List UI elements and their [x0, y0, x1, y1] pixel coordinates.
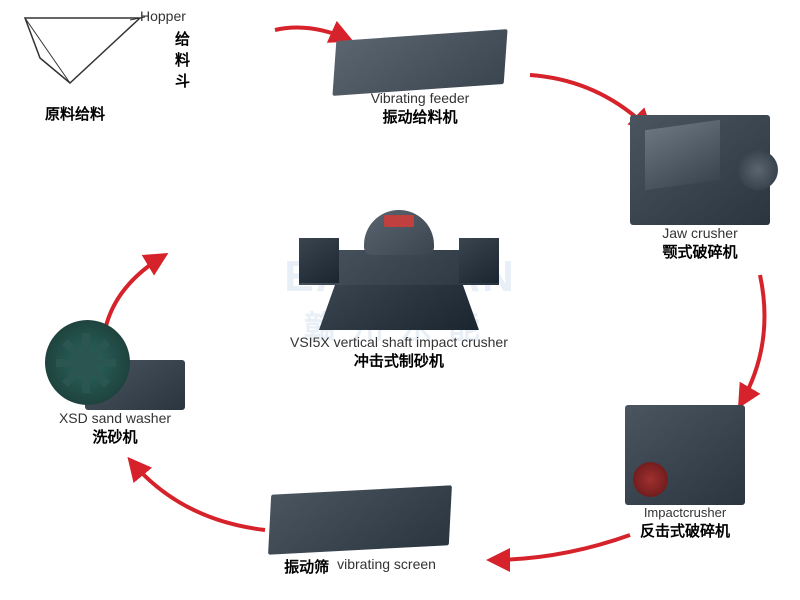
node-feeder: Vibrating feeder 振动给料机 [335, 35, 505, 127]
node-screen: 振动筛 vibrating screen [270, 490, 450, 577]
washer-label-en: XSD sand washer [59, 410, 171, 426]
hopper-label-en: Hopper [140, 8, 186, 24]
jaw-label-cn: 颚式破碎机 [662, 241, 737, 262]
node-hopper: Hopper 给料斗 原料给料 [15, 8, 145, 88]
node-washer: XSD sand washer 洗砂机 [45, 320, 185, 447]
screen-icon [268, 485, 452, 554]
feeder-label-cn: 振动给料机 [382, 106, 457, 127]
hopper-label-cn: 给料斗 [175, 28, 190, 91]
feeder-icon [332, 29, 507, 96]
washer-label-cn: 洗砂机 [92, 426, 137, 447]
rawmat-label: 原料给料 [45, 103, 105, 124]
screen-label-cn: 振动筛 [284, 556, 329, 577]
impact-icon [625, 405, 745, 505]
impact-label-cn: 反击式破碎机 [640, 520, 730, 541]
screen-label-en: vibrating screen [337, 556, 436, 577]
node-impact: Impactcrusher 反击式破碎机 [625, 405, 745, 541]
vsi-label-en: VSI5X vertical shaft impact crusher [290, 334, 508, 350]
feeder-label-en: Vibrating feeder [371, 90, 470, 106]
vsi-label-cn: 冲击式制砂机 [354, 350, 444, 371]
node-jaw: Jaw crusher 颚式破碎机 [630, 115, 770, 262]
washer-icon [45, 320, 185, 410]
impact-label-en: Impactcrusher [644, 505, 726, 520]
vsi-icon [299, 210, 499, 330]
jaw-label-en: Jaw crusher [662, 225, 737, 241]
jaw-icon [630, 115, 770, 225]
node-vsi: VSI5X vertical shaft impact crusher 冲击式制… [290, 210, 508, 371]
hopper-icon [15, 8, 145, 88]
